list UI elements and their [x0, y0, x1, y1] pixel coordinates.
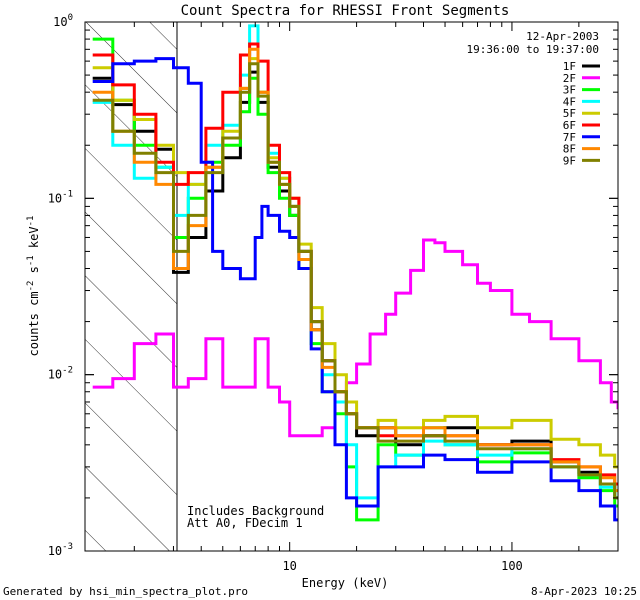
- annotation-background: Includes Background: [187, 504, 324, 518]
- legend-label: 4F: [563, 95, 576, 108]
- legend-label: 5F: [563, 107, 576, 120]
- y-label-exp1: -2: [26, 281, 36, 292]
- legend-label: 9F: [563, 154, 576, 167]
- time-range-label: 19:36:00 to 19:37:00: [467, 43, 599, 56]
- y-tick-label: 100: [53, 13, 73, 29]
- legend-label: 7F: [563, 131, 576, 144]
- y-tick-label: 10-1: [48, 189, 73, 205]
- y-axis-label: counts cm-2 s-1 keV-1: [26, 216, 41, 357]
- y-tick-label: 10-3: [48, 542, 73, 558]
- series-7F: [92, 57, 618, 522]
- y-label-mid1: s: [27, 266, 41, 280]
- y-label-mid2: keV: [27, 226, 41, 255]
- series-layer: [92, 24, 618, 522]
- y-label-prefix: counts cm: [27, 291, 41, 356]
- excluded-low-energy-region: [85, 22, 177, 551]
- legend-label: 3F: [563, 84, 576, 97]
- chart-title: Count Spectra for RHESSI Front Segments: [181, 3, 510, 19]
- series-2F: [92, 238, 618, 438]
- x-tick-label: 10: [282, 559, 296, 573]
- legend-label: 2F: [563, 72, 576, 85]
- axis-ticks: 10 100 100 10-1 10-2 10-3: [48, 13, 619, 573]
- legend-label: 6F: [563, 119, 576, 132]
- legend-label: 1F: [563, 60, 576, 73]
- y-tick-label: 10-2: [48, 366, 73, 382]
- y-label-exp2: -1: [26, 255, 36, 266]
- generated-by-label: Generated by hsi_min_spectra_plot.pro: [3, 585, 248, 598]
- y-label-exp3: -1: [26, 216, 36, 227]
- series-9F: [92, 62, 618, 500]
- legend-label: 8F: [563, 143, 576, 156]
- x-tick-label: 100: [501, 559, 523, 573]
- plot-frame: [84, 21, 619, 552]
- x-axis-label: Energy (keV): [302, 576, 389, 590]
- date-label: 12-Apr-2003: [526, 30, 599, 43]
- annotation-attenuator: Att A0, FDecim 1: [187, 516, 303, 530]
- timestamp-label: 8-Apr-2023 10:25: [531, 585, 637, 598]
